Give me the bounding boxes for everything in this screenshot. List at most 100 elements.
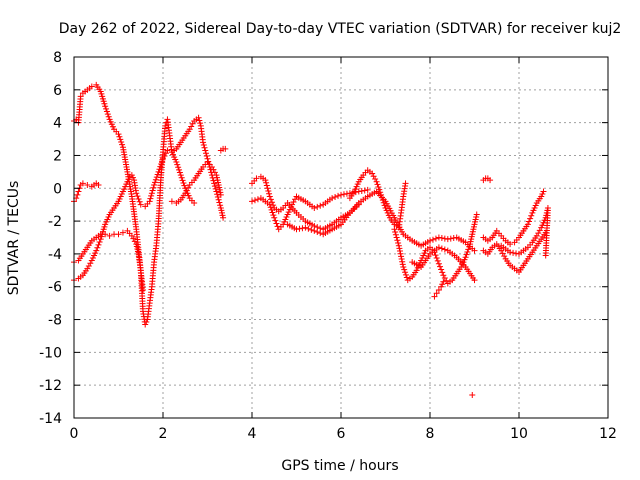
data-point: [487, 177, 494, 184]
data-point: [134, 193, 141, 200]
data-point: [370, 173, 377, 180]
data-point: [375, 183, 382, 190]
data-point: [251, 197, 258, 204]
data-point: [117, 136, 124, 143]
data-point: [272, 217, 279, 224]
data-point: [292, 196, 299, 203]
data-point: [173, 159, 180, 166]
data-point: [358, 188, 365, 195]
data-point: [439, 269, 446, 276]
data-point: [214, 191, 221, 198]
x-tick-label: 4: [248, 426, 257, 442]
data-point: [220, 214, 227, 221]
y-tick-label: -12: [39, 378, 62, 394]
data-point: [119, 229, 126, 236]
series-arc-F: [217, 145, 229, 154]
data-point: [87, 260, 94, 267]
data-point: [186, 126, 193, 133]
x-axis-label: GPS time / hours: [281, 458, 398, 474]
data-point: [524, 221, 531, 228]
data-point: [135, 195, 142, 202]
data-point: [254, 196, 261, 203]
y-tick-label: 0: [53, 181, 62, 197]
data-point: [374, 181, 381, 188]
data-point: [175, 164, 182, 171]
data-point: [438, 266, 445, 273]
data-point: [161, 153, 168, 160]
data-point: [400, 264, 407, 271]
data-point: [200, 142, 207, 149]
data-point: [79, 180, 86, 187]
data-point: [118, 138, 125, 145]
data-point: [264, 185, 271, 192]
data-point: [273, 220, 280, 227]
data-point: [501, 253, 508, 260]
data-point: [185, 184, 192, 191]
data-point: [201, 144, 208, 151]
data-point: [177, 172, 184, 179]
data-point: [465, 246, 472, 253]
data-point: [119, 141, 126, 148]
series-arc-K: [391, 211, 480, 287]
data-point: [102, 231, 109, 238]
data-point: [104, 111, 111, 118]
data-point: [435, 234, 442, 241]
data-point: [115, 131, 122, 138]
data-point: [536, 227, 543, 234]
x-tick-label: 6: [337, 426, 346, 442]
data-point: [396, 248, 403, 255]
data-point: [305, 225, 312, 232]
data-point: [74, 191, 81, 198]
data-point: [432, 235, 439, 242]
x-tick-label: 10: [510, 426, 528, 442]
data-point: [131, 238, 138, 245]
data-point: [95, 241, 102, 248]
y-tick-label: -14: [39, 411, 62, 427]
data-point: [210, 166, 217, 173]
data-point: [429, 236, 436, 243]
data-point: [176, 169, 183, 176]
data-point: [213, 188, 220, 195]
data-point: [164, 147, 171, 154]
data-point: [265, 188, 272, 195]
data-point: [188, 123, 195, 130]
series-arc-Q: [480, 188, 547, 248]
data-point: [102, 103, 109, 110]
x-tick-label: 2: [159, 426, 168, 442]
data-point: [205, 158, 212, 165]
data-point: [116, 133, 123, 140]
data-point: [290, 198, 297, 205]
data-point: [197, 120, 204, 127]
data-point: [155, 168, 162, 175]
series-arc-N: [469, 392, 476, 399]
data-point: [266, 190, 273, 197]
data-point: [179, 177, 186, 184]
data-point: [302, 224, 309, 231]
data-point: [203, 150, 210, 157]
y-tick-label: -4: [48, 247, 62, 263]
data-point: [314, 203, 321, 210]
data-point: [208, 163, 215, 170]
data-point: [391, 226, 398, 233]
data-point: [215, 196, 222, 203]
data-point: [269, 199, 276, 206]
data-point: [402, 269, 409, 276]
data-point: [77, 93, 84, 100]
data-point: [433, 255, 440, 262]
data-point: [377, 189, 384, 196]
data-point: [450, 235, 457, 242]
data-point: [211, 183, 218, 190]
data-point: [432, 252, 439, 259]
data-point: [402, 271, 409, 278]
data-point: [462, 254, 469, 261]
data-point: [262, 177, 269, 184]
data-point: [435, 244, 442, 251]
data-point: [88, 83, 95, 90]
data-point: [152, 176, 159, 183]
data-point: [148, 192, 155, 199]
data-point: [149, 187, 156, 194]
data-point: [398, 253, 405, 260]
data-point: [115, 231, 122, 238]
data-point: [440, 278, 447, 285]
